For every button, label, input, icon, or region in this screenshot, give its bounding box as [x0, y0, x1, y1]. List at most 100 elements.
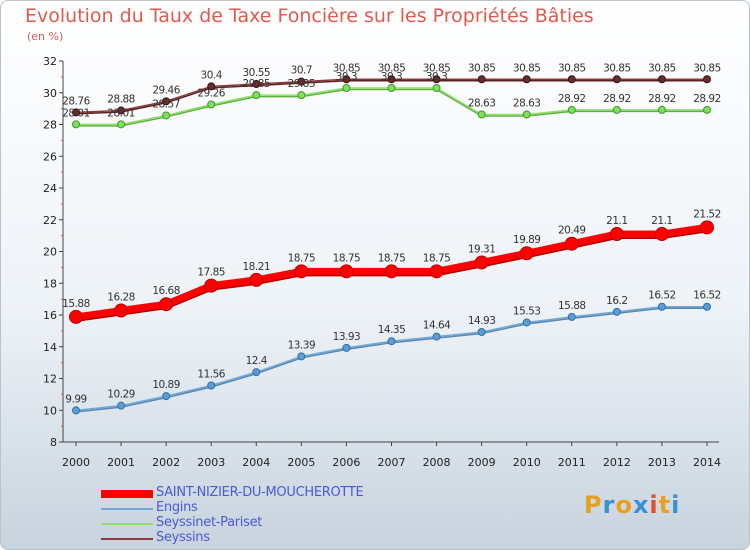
x-tick-label: 2005 [287, 456, 315, 469]
x-tick-label: 2006 [332, 456, 360, 469]
data-label: 28.63 [513, 97, 541, 109]
data-point [252, 91, 261, 100]
logo-letter: t [658, 491, 672, 519]
x-tick-label: 2001 [107, 456, 135, 469]
data-point [69, 309, 83, 324]
x-tick-label: 2004 [242, 456, 270, 469]
data-point [657, 105, 666, 114]
data-point [207, 100, 216, 109]
y-tick-label: 28 [43, 119, 57, 132]
data-label: 10.29 [107, 389, 135, 401]
y-tick-label: 30 [43, 87, 57, 100]
data-point [387, 75, 396, 84]
data-label: 30.85 [558, 62, 586, 74]
data-label: 16.68 [152, 285, 180, 297]
x-tick-label: 2007 [378, 456, 406, 469]
data-point [432, 83, 441, 92]
data-label: 30.3 [426, 71, 447, 83]
y-tick-label: 16 [43, 309, 57, 322]
y-tick-label: 20 [43, 246, 57, 259]
data-label: 30.4 [201, 69, 223, 81]
series-line [75, 305, 707, 412]
data-label: 28.76 [62, 95, 90, 107]
unit-label: (en %) [27, 30, 64, 43]
data-label: 19.89 [513, 234, 541, 246]
x-tick-label: 2003 [197, 456, 225, 469]
data-label: 28.92 [558, 93, 586, 105]
data-label: 18.75 [288, 252, 316, 264]
data-point [342, 83, 351, 92]
data-point [207, 381, 216, 390]
logo-letter: o [615, 491, 633, 519]
data-point [114, 303, 129, 318]
data-point [297, 91, 306, 100]
x-tick-label: 2000 [62, 456, 90, 469]
data-point [297, 352, 306, 361]
data-label: 28.92 [648, 93, 676, 105]
data-point [162, 97, 171, 106]
y-tick-label: 14 [43, 341, 57, 354]
data-label: 30.55 [243, 67, 271, 79]
data-label: 13.39 [288, 339, 316, 351]
data-label: 16.52 [693, 290, 721, 302]
data-point [432, 75, 441, 84]
data-label: 30.7 [291, 65, 312, 77]
data-point [159, 297, 174, 312]
data-label: 12.4 [246, 355, 268, 367]
data-point [384, 264, 399, 279]
data-label: 13.93 [333, 331, 361, 343]
data-point [387, 83, 396, 92]
legend-label: Seyssinet-Pariset [156, 515, 263, 530]
x-tick-label: 2002 [152, 456, 180, 469]
y-tick-label: 26 [43, 150, 57, 163]
x-tick-label: 2012 [603, 456, 631, 469]
logo-letter: r [602, 491, 616, 519]
data-label: 30.85 [333, 62, 361, 74]
data-point [567, 75, 576, 84]
data-point [519, 246, 534, 261]
legend-swatch [101, 490, 153, 498]
series-layer [69, 75, 714, 415]
data-point [703, 302, 711, 311]
logo-letter: P [584, 491, 603, 519]
data-label: 21.1 [651, 215, 672, 227]
y-tick-label: 10 [43, 404, 57, 417]
proxiti-logo: Proxiti [584, 491, 680, 519]
data-point [249, 272, 264, 287]
data-point [429, 264, 444, 279]
data-point [612, 75, 621, 84]
data-label: 20.49 [558, 225, 586, 237]
data-label: 30.85 [603, 62, 631, 74]
data-label: 18.75 [423, 252, 451, 264]
data-point [117, 106, 126, 115]
data-label: 28.92 [693, 93, 721, 105]
data-label: 30.85 [693, 62, 721, 74]
chart-title: Evolution du Taux de Taxe Foncière sur l… [25, 5, 594, 27]
series-3 [72, 75, 711, 117]
data-label: 28.57 [152, 98, 180, 110]
data-point [703, 75, 711, 84]
x-tick-label: 2014 [693, 456, 721, 469]
y-tick-label: 8 [50, 436, 57, 449]
data-label: 15.88 [558, 300, 586, 312]
data-point [564, 236, 579, 251]
x-tick-label: 2009 [468, 456, 496, 469]
data-point [567, 105, 576, 114]
data-point [72, 120, 80, 129]
data-label: 30.3 [381, 71, 402, 83]
data-label: 21.52 [693, 208, 721, 220]
data-label: 18.75 [378, 252, 406, 264]
x-tick-label: 2013 [648, 456, 676, 469]
x-tick-label: 2010 [513, 456, 541, 469]
series-0 [69, 220, 714, 324]
data-label: 16.52 [648, 290, 676, 302]
data-point [522, 75, 531, 84]
data-point [477, 110, 486, 119]
data-point [612, 105, 621, 114]
data-label: 14.93 [468, 315, 496, 327]
data-point [294, 264, 309, 279]
data-label: 18.75 [333, 252, 361, 264]
data-label: 29.26 [197, 87, 225, 99]
series-1 [72, 302, 711, 415]
